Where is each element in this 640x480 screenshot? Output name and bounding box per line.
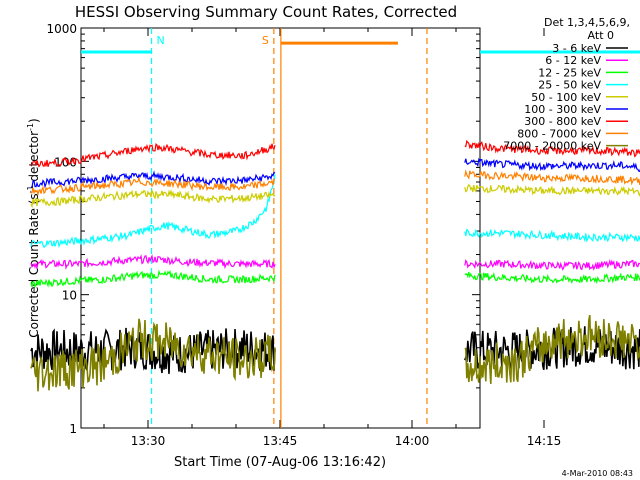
state-bars <box>81 41 640 54</box>
series-line <box>30 269 276 289</box>
series-line <box>464 258 640 271</box>
y-label-sup1: -1 <box>26 185 35 193</box>
series-line <box>464 157 640 173</box>
x-tick-label: 14:15 <box>527 434 562 448</box>
legend-label: 6 - 12 keV <box>545 54 601 67</box>
legend-label: 12 - 25 keV <box>538 66 601 79</box>
series-line <box>30 143 276 168</box>
legend-label: 3 - 6 keV <box>552 42 601 55</box>
chart-title: HESSI Observing Summary Count Rates, Cor… <box>75 3 457 21</box>
legend-label: 25 - 50 keV <box>538 79 601 92</box>
legend-label: 800 - 7000 keV <box>517 127 601 140</box>
series-line <box>464 183 640 197</box>
y-label-part2: detector <box>27 131 41 186</box>
time-marker-label: S <box>262 34 269 47</box>
series-line <box>30 176 276 197</box>
y-label-sup2: -1 <box>26 123 35 131</box>
legend-label: 50 - 100 keV <box>531 91 601 104</box>
series-line <box>30 188 276 209</box>
y-tick-label: 10 <box>62 289 77 303</box>
legend-label: 300 - 800 keV <box>524 115 601 128</box>
series-line <box>464 139 640 158</box>
data-series <box>30 139 640 392</box>
series-line <box>464 314 640 384</box>
legend-header-1: Det 1,3,4,5,6,9, <box>544 16 630 29</box>
y-tick-labels: 1 10 100 1000 <box>46 22 77 436</box>
series-line <box>30 170 276 189</box>
x-tick-label: 13:45 <box>263 434 298 448</box>
y-label-part3: ) <box>27 118 41 123</box>
legend-label: 7000 - 20000 keV <box>503 140 601 153</box>
series-line <box>30 174 276 249</box>
series-line <box>30 327 276 374</box>
axis-ticks <box>81 27 545 429</box>
series-line <box>464 271 640 285</box>
time-marker-label: N <box>157 34 165 47</box>
legend-header-2: Att 0 <box>588 29 614 42</box>
series-line <box>464 169 640 186</box>
y-tick-label: 1000 <box>46 22 77 36</box>
series-line <box>30 254 276 270</box>
y-tick-label: 100 <box>54 155 77 169</box>
footer-date: 4-Mar-2010 08:43 <box>562 469 633 478</box>
x-axis-label: Start Time (07-Aug-06 13:16:42) <box>174 455 386 470</box>
y-tick-label: 1 <box>69 422 77 436</box>
x-tick-label: 13:30 <box>131 434 166 448</box>
y-axis-label: Corrected Count Rate (s-1 detector-1) <box>26 118 41 337</box>
x-tick-label: 14:00 <box>395 434 430 448</box>
series-line <box>464 228 640 243</box>
series-line <box>30 318 276 392</box>
legend-label: 100 - 300 keV <box>524 103 601 116</box>
